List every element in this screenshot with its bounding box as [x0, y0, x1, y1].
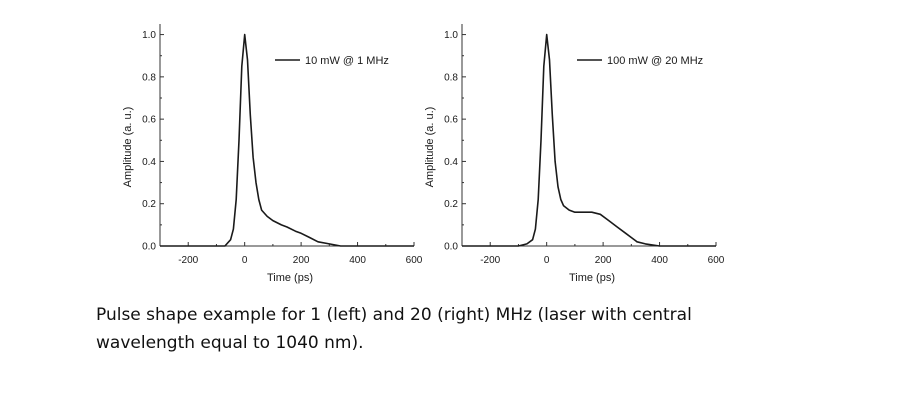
y-tick-label: 0.6: [142, 115, 156, 126]
series-line: [462, 33, 716, 247]
x-axis-label: Time (ps): [569, 272, 615, 284]
x-tick-label: 400: [651, 255, 668, 266]
x-tick-label: 600: [406, 255, 423, 266]
x-tick-label: 400: [349, 255, 366, 266]
y-axis-label: Amplitude (a. u.): [122, 107, 134, 188]
y-tick-label: 1.0: [444, 30, 458, 41]
y-tick-label: 0.6: [444, 115, 458, 126]
y-tick-label: 0.2: [142, 199, 156, 210]
x-tick-label: -200: [480, 255, 500, 266]
x-tick-label: 200: [595, 255, 612, 266]
y-tick-label: 1.0: [142, 30, 156, 41]
legend-label: 10 mW @ 1 MHz: [305, 55, 389, 67]
x-tick-label: 0: [242, 255, 248, 266]
caption-line-1: Pulse shape example for 1 (left) and 20 …: [96, 305, 692, 325]
x-tick-label: -200: [178, 255, 198, 266]
chart-panel-2: 0.0 0.2 0.4 0.6 0.8 1.0 -200 0 200 400 600 Time (ps…: [424, 24, 725, 284]
x-axis-label: Time (ps): [267, 272, 313, 284]
figure-caption: Pulse shape example for 1 (left) and 20 …: [96, 301, 796, 357]
series-line: [160, 33, 414, 247]
caption-line-2: wavelength equal to 1040 nm).: [96, 333, 364, 353]
legend-label: 100 mW @ 20 MHz: [607, 55, 703, 67]
y-axis-label: Amplitude (a. u.): [424, 107, 436, 188]
y-tick-label: 0.8: [142, 72, 156, 83]
y-tick-label: 0.8: [444, 72, 458, 83]
y-tick-label: 0.4: [142, 157, 156, 168]
x-tick-label: 200: [293, 255, 310, 266]
y-tick-label: 0.0: [142, 242, 156, 253]
pulse-shape-figure: 0.0 0.2 0.4 0.6 0.8 1.0 -200 0 200 400 600 Time (ps…: [122, 24, 725, 284]
y-tick-label: 0.0: [444, 242, 458, 253]
chart-panel-1: 0.0 0.2 0.4 0.6 0.8 1.0 -200 0 200 400 600 Time (ps…: [122, 24, 423, 284]
y-tick-label: 0.2: [444, 199, 458, 210]
x-tick-label: 0: [544, 255, 550, 266]
x-tick-label: 600: [708, 255, 725, 266]
y-tick-label: 0.4: [444, 157, 458, 168]
